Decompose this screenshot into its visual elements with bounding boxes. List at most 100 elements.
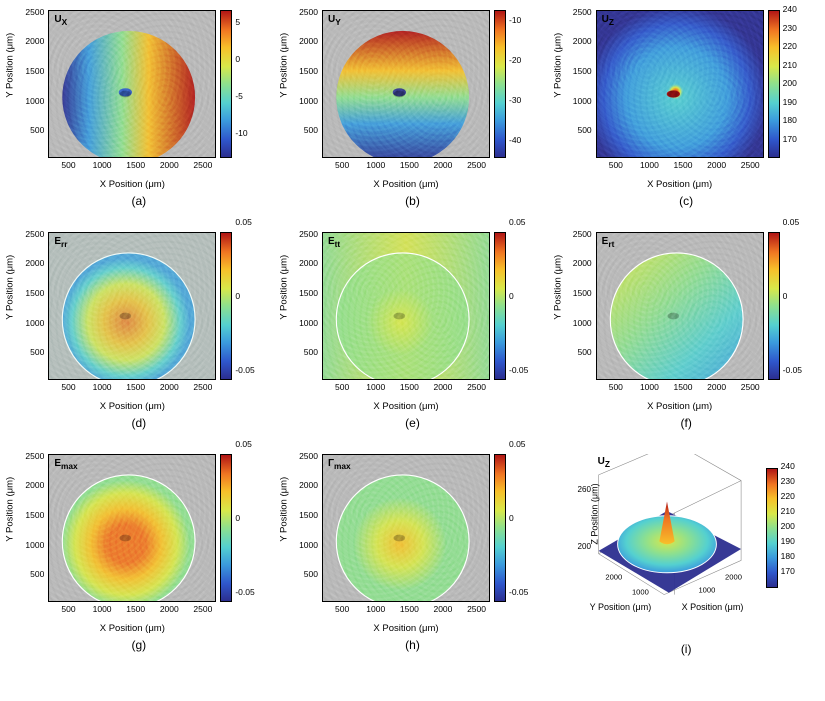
ytick-label: 2500 <box>286 7 318 17</box>
subplot-label: (c) <box>679 194 693 208</box>
xtick-label: 500 <box>609 382 623 392</box>
ytick-label: 2500 <box>286 229 318 239</box>
xtick-label: 1500 <box>400 604 419 614</box>
ytick-label: 1500 <box>286 288 318 298</box>
colorbar-tick: -30 <box>509 95 521 105</box>
colorbar-tick: 240 <box>783 4 797 14</box>
ytick-label: 2500 <box>560 7 592 17</box>
colorbar: 0.050-0.05 <box>220 454 265 602</box>
ytick-label: 1500 <box>286 510 318 520</box>
colorbar-tick: -0.05 <box>235 365 254 375</box>
colorbar-tick: 0 <box>235 54 240 64</box>
colorbar-tick: -5 <box>235 91 243 101</box>
field-label: Emax <box>54 458 77 471</box>
xtick-label: 2000 <box>707 382 726 392</box>
xtick-label: 1500 <box>400 160 419 170</box>
colorbar-tick: 180 <box>781 551 795 561</box>
ytick-label: 1000 <box>12 96 44 106</box>
xtick-label: 2000 <box>433 382 452 392</box>
ytick-label: 2500 <box>286 451 318 461</box>
xtick-label: 500 <box>335 160 349 170</box>
ytick-label: 500 <box>12 569 44 579</box>
ytick-label: 1500 <box>560 288 592 298</box>
xtick-label: 500 <box>61 160 75 170</box>
xtick-label: 1000 <box>93 160 112 170</box>
ytick-label: 1000 <box>286 540 318 550</box>
ylabel: Y Position (μm) <box>278 477 289 542</box>
field-label: Ert <box>602 236 615 249</box>
panel-h: 5001000150020002500Γmax50010001500200025… <box>282 454 544 656</box>
heatmap-g: Emax <box>48 454 216 602</box>
field-label: UZ <box>598 456 610 469</box>
xtick-label: 2500 <box>741 160 760 170</box>
xtick-label: 2000 <box>160 382 179 392</box>
xlabel: X Position (μm) <box>322 401 490 412</box>
colorbar: 50-5-10 <box>220 10 265 158</box>
subplot-label: (d) <box>131 416 146 430</box>
panel-c: 5001000150020002500UZ5001000150020002500… <box>555 10 817 208</box>
ytick-label: 1500 <box>286 66 318 76</box>
colorbar-tick: 0.05 <box>783 217 800 227</box>
ytick-label: 2000 <box>560 258 592 268</box>
subplot-label: (e) <box>405 416 420 430</box>
ytick-label: 1500 <box>12 66 44 76</box>
xtick-label: 1000 <box>93 382 112 392</box>
colorbar: 240230220210200190180170 <box>768 10 813 158</box>
ylabel: Y Position (μm) <box>5 255 16 320</box>
colorbar-tick: 190 <box>781 536 795 546</box>
subplot-label: (a) <box>131 194 146 208</box>
xtick-label: 2500 <box>467 382 486 392</box>
ytick-label: 500 <box>286 125 318 135</box>
panel-e: 5001000150020002500Ett500100015002000250… <box>282 232 544 430</box>
xtick-label: 500 <box>61 604 75 614</box>
colorbar-tick: 220 <box>783 41 797 51</box>
ylabel: Y Position (μm) <box>552 33 563 98</box>
field-label: UX <box>54 14 67 27</box>
ytick-label: 500 <box>560 347 592 357</box>
ylabel: Y Position (μm) <box>278 33 289 98</box>
xtick-label: 1500 <box>674 382 693 392</box>
ylabel: Y Position (μm) <box>278 255 289 320</box>
field-label: Γmax <box>328 458 351 471</box>
colorbar: -10-20-30-40 <box>494 10 539 158</box>
xtick-label: 1500 <box>126 604 145 614</box>
xtick-label: 2500 <box>193 160 212 170</box>
panel-f: 5001000150020002500Ert500100015002000250… <box>555 232 817 430</box>
colorbar-tick: -0.05 <box>783 365 802 375</box>
xtick-label: 500 <box>61 382 75 392</box>
xtick-label: 1000 <box>366 382 385 392</box>
heatmap-a: UX <box>48 10 216 158</box>
colorbar-tick: 0.05 <box>235 439 252 449</box>
xtick-label: 1000 <box>93 604 112 614</box>
heatmap-d: Err <box>48 232 216 380</box>
subplot-label: (f) <box>680 416 691 430</box>
zlabel: Z Position (μm) <box>589 483 599 544</box>
colorbar-tick: 0.05 <box>509 217 526 227</box>
field-label: Err <box>54 236 67 249</box>
ytick-label: 2000 <box>560 36 592 46</box>
panel-a: 5001000150020002500UX5001000150020002500… <box>8 10 270 208</box>
xtick-label: 1500 <box>126 160 145 170</box>
xlabel: X Position (μm) <box>596 401 764 412</box>
colorbar-tick: 200 <box>783 78 797 88</box>
ytick-label: 500 <box>560 125 592 135</box>
field-label: Ett <box>328 236 340 249</box>
xtick-label: 2500 <box>193 604 212 614</box>
colorbar-tick: 170 <box>783 134 797 144</box>
colorbar-tick: -40 <box>509 135 521 145</box>
ytick-label: 500 <box>286 569 318 579</box>
xtick-label: 500 <box>335 382 349 392</box>
ytick-label: 1000 <box>12 318 44 328</box>
colorbar-tick: 0.05 <box>509 439 526 449</box>
svg-text:2000: 2000 <box>605 572 622 581</box>
subplot-label: (i) <box>681 642 692 656</box>
svg-text:1000: 1000 <box>698 586 715 595</box>
ytick-label: 2500 <box>12 7 44 17</box>
svg-text:2000: 2000 <box>725 572 742 581</box>
panel-b: 5001000150020002500UY5001000150020002500… <box>282 10 544 208</box>
ytick-label: 2000 <box>286 480 318 490</box>
heatmap-c: UZ <box>596 10 764 158</box>
colorbar-tick: 190 <box>783 97 797 107</box>
xlabel: X Position (μm) <box>322 179 490 190</box>
heatmap-e: Ett <box>322 232 490 380</box>
